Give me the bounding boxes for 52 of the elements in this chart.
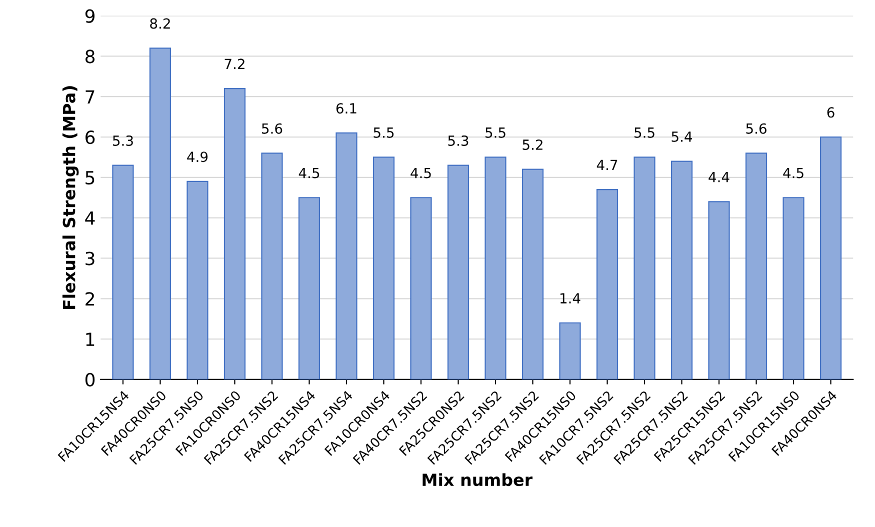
data-label: 7.2 [224,58,244,69]
bar [186,180,208,380]
data-label: 4.4 [708,172,730,182]
data-label: 5.5 [374,128,394,138]
bar [298,197,320,380]
bar [559,322,581,380]
bar [372,156,395,380]
y-tick-label: 0 [85,372,95,387]
data-label: 5.4 [672,132,692,142]
data-label: 5.3 [113,135,133,146]
bar [112,164,134,380]
y-tick-label: 2 [86,292,94,306]
data-label: 4.5 [298,168,320,178]
data-label: 5.6 [262,123,282,134]
data-label: 4.5 [783,168,804,178]
bar [336,132,358,380]
data-label: 5.5 [486,128,506,138]
x-axis-title: Mix number [422,473,533,486]
bar [820,136,842,380]
data-label: 6.1 [336,103,356,114]
bar [447,164,470,380]
y-tick-label: 3 [86,252,94,266]
data-label: 4.5 [410,168,431,178]
y-tick-label: 6 [86,130,95,144]
bar [484,156,506,380]
bar [634,156,656,380]
bar [261,152,283,380]
bar [410,197,432,380]
data-label: 5.5 [634,128,654,138]
bar [149,48,172,380]
data-label: 1.4 [560,293,580,304]
y-axis-title: Flexural Strength (MPa) [62,86,79,309]
bar [596,188,618,380]
data-label: 4.7 [596,160,618,170]
y-tick-label: 4 [85,212,95,225]
bar [224,88,246,380]
y-tick-label: 7 [86,90,94,104]
y-tick-label: 9 [85,9,94,23]
data-label: 8.2 [150,18,170,29]
data-label: 5.6 [746,123,766,134]
data-label: 6 [827,107,834,118]
data-label: 5.3 [448,135,468,146]
data-label: 4.9 [187,152,208,162]
bar [522,168,544,380]
bar [745,152,768,380]
y-tick-label: 8 [86,50,95,64]
bar [670,160,693,380]
data-label: 5.2 [522,139,542,150]
y-tick-label: 5 [86,171,94,185]
bar [708,201,730,380]
bar [782,197,804,380]
y-tick-label: 1 [86,332,94,346]
